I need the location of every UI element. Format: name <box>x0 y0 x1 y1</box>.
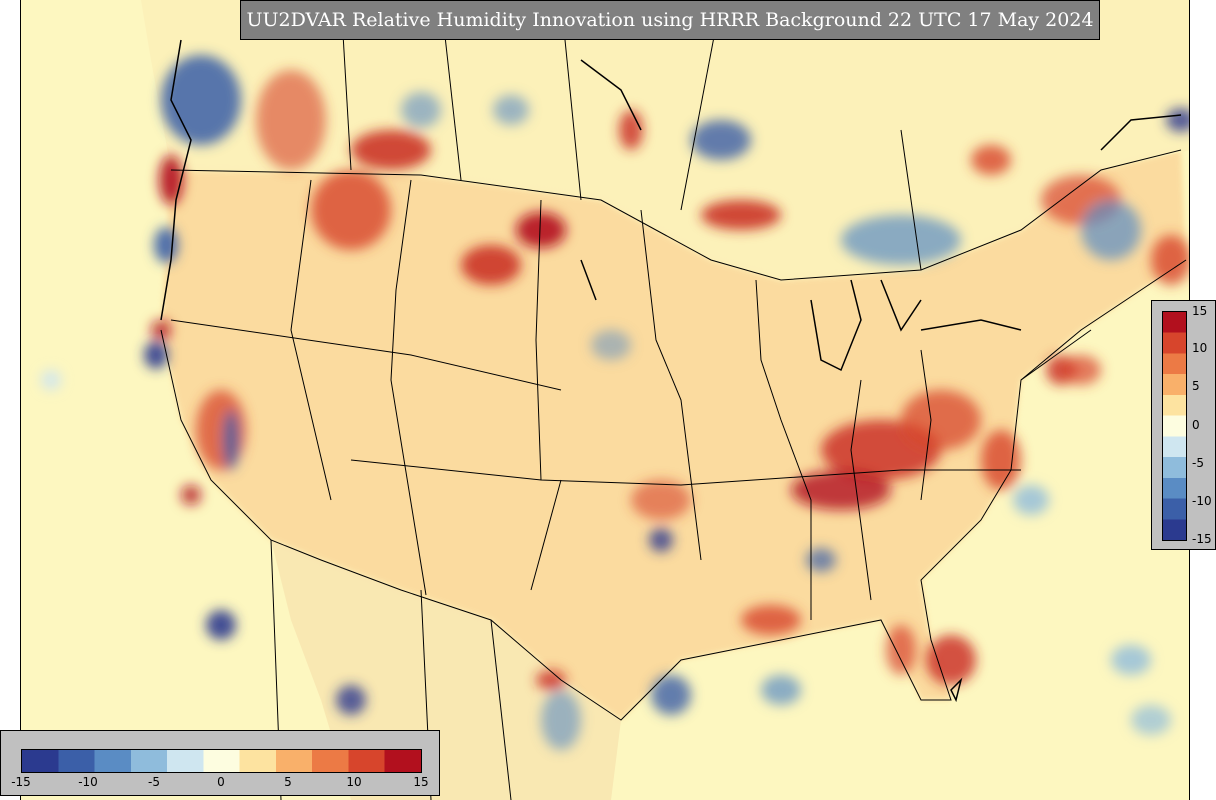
colorbar-vertical-gradient <box>1162 311 1187 541</box>
map-panel <box>20 0 1190 800</box>
colorbar-horizontal: -15 -10 -5 0 5 10 15 <box>0 730 440 796</box>
colorbar-horizontal-tick: -10 <box>78 775 98 789</box>
colorbar-horizontal-tick: 10 <box>346 775 362 789</box>
colorbar-horizontal-tick: 0 <box>217 775 225 789</box>
colorbar-horizontal-tick: 15 <box>413 775 429 789</box>
colorbar-horizontal-tick: -5 <box>148 775 160 789</box>
colorbar-vertical-tick: 10 <box>1192 341 1208 355</box>
colorbar-horizontal-gradient <box>21 749 422 773</box>
colorbar-vertical-tick: -5 <box>1192 456 1204 470</box>
rh-innovation-field <box>41 55 1189 750</box>
colorbar-horizontal-tick: 5 <box>284 775 292 789</box>
map-canvas <box>41 0 1189 800</box>
conus-landmass <box>161 150 1186 720</box>
colorbar-horizontal-tick: -15 <box>11 775 31 789</box>
colorbar-vertical: 15 10 5 0 -5 -10 -15 <box>1151 300 1216 550</box>
colorbar-vertical-tick: -15 <box>1192 532 1212 546</box>
boundary-lines <box>160 0 1187 800</box>
coastlines <box>160 39 1182 703</box>
colorbar-vertical-tick: -10 <box>1192 494 1212 508</box>
colorbar-vertical-tick: 15 <box>1192 304 1208 318</box>
map-title: UU2DVAR Relative Humidity Innovation usi… <box>240 0 1100 40</box>
colorbar-vertical-tick: 0 <box>1192 418 1200 432</box>
colorbar-vertical-tick: 5 <box>1192 379 1200 393</box>
canada-landmass <box>141 0 1189 280</box>
